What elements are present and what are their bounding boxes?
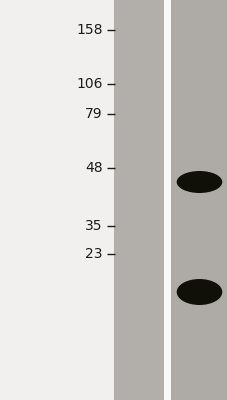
Text: 35: 35 [85,219,102,233]
Text: 23: 23 [85,247,102,261]
Ellipse shape [176,279,221,305]
Bar [170,0,227,400]
Bar [114,0,163,400]
Text: 48: 48 [85,161,102,175]
Text: 106: 106 [76,77,102,91]
Bar [163,0,170,400]
Ellipse shape [176,171,221,193]
Text: 158: 158 [76,23,102,37]
Text: 79: 79 [85,107,102,121]
